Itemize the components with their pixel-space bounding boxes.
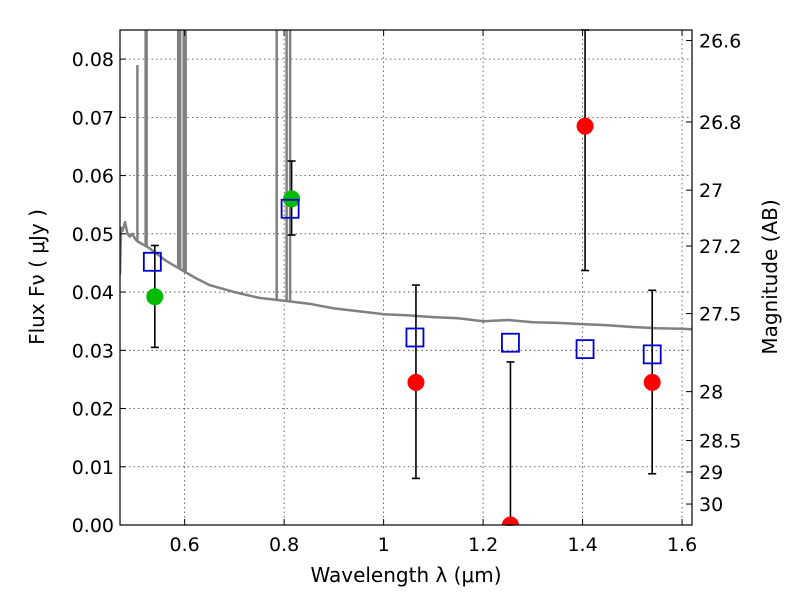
x-tick-label: 0.8 — [269, 534, 299, 556]
y-tick-label: 0.05 — [72, 224, 114, 246]
data-point-marker — [501, 516, 519, 525]
x-tick-label: 1 — [378, 534, 390, 556]
y2-tick-label: 26.8 — [699, 112, 741, 134]
data-point-marker — [146, 288, 164, 306]
y2-axis-title: Magnitude (AB) — [758, 199, 782, 354]
y2-tick-label: 28 — [699, 382, 723, 404]
y2-tick-label: 28.5 — [699, 431, 741, 453]
x-tick-label: 1.4 — [567, 534, 597, 556]
y2-tick-label: 29 — [699, 462, 723, 484]
model-square-marker — [575, 339, 595, 360]
model-square-marker — [501, 332, 520, 353]
plot-frame — [119, 29, 693, 526]
y-tick-label: 0.07 — [72, 107, 114, 129]
y2-tick-label: 27.5 — [699, 304, 741, 326]
y2-tick-label: 30 — [699, 494, 723, 516]
x-axis-title: Wavelength λ (μm) — [310, 563, 501, 587]
data-markers — [142, 117, 662, 525]
x-tick-label: 1.6 — [667, 534, 697, 556]
model-spectrum — [120, 30, 692, 331]
y2-tick-label: 27 — [699, 180, 723, 202]
spectrum-line — [120, 220, 692, 331]
y-tick-label: 0.01 — [72, 457, 114, 479]
x-tick-label: 0.6 — [170, 534, 200, 556]
y-tick-label: 0.04 — [72, 282, 114, 304]
x-tick-label: 1.2 — [468, 534, 498, 556]
grid — [120, 30, 692, 525]
data-point-marker — [407, 373, 425, 391]
y-tick-label: 0.08 — [72, 49, 114, 71]
model-square-marker — [405, 327, 425, 348]
y-axis-title: Flux Fν ( μJy ) — [25, 209, 49, 345]
model-square-marker — [280, 198, 300, 219]
y-tick-label: 0.02 — [72, 399, 114, 421]
y2-tick-label: 27.2 — [699, 236, 741, 258]
model-square-marker — [642, 344, 662, 365]
data-point-marker — [643, 373, 661, 391]
y-tick-label: 0.06 — [72, 166, 114, 188]
y-tick-label: 0.00 — [72, 515, 114, 537]
plot-background — [120, 30, 692, 525]
ticks: 0.6 0.8 1 1.2 1.4 1.6 0.00 0.01 0.02 0.03 0.04 0.05… — [72, 30, 741, 556]
y-tick-label: 0.03 — [72, 340, 114, 362]
model-square-marker — [142, 251, 162, 272]
y2-tick-label: 26.6 — [699, 30, 741, 52]
data-point-marker — [576, 117, 594, 135]
